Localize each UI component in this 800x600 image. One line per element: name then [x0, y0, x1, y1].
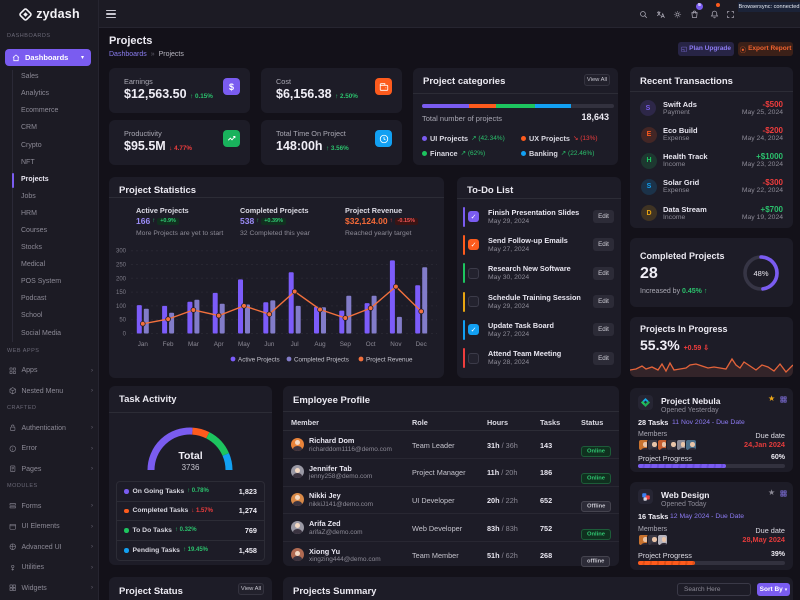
- svg-text:150: 150: [116, 290, 127, 296]
- svg-text:Feb: Feb: [163, 341, 174, 348]
- svg-text:Aug: Aug: [314, 341, 326, 348]
- svg-text:Dec: Dec: [416, 341, 427, 348]
- svg-text:Project Revenue: Project Revenue: [366, 357, 413, 364]
- svg-text:Completed Projects: Completed Projects: [294, 357, 349, 364]
- svg-text:Sep: Sep: [340, 341, 352, 348]
- svg-text:Nov: Nov: [390, 341, 402, 348]
- svg-text:300: 300: [116, 249, 127, 255]
- svg-text:Jan: Jan: [138, 341, 149, 348]
- svg-text:Jul: Jul: [291, 341, 299, 348]
- svg-text:Jun: Jun: [264, 341, 275, 348]
- svg-text:100: 100: [116, 304, 127, 310]
- svg-text:Apr: Apr: [214, 341, 224, 348]
- svg-text:Mar: Mar: [188, 341, 199, 348]
- svg-text:May: May: [238, 341, 251, 348]
- svg-text:250: 250: [116, 263, 127, 269]
- svg-text:0: 0: [123, 332, 127, 338]
- svg-text:50: 50: [119, 318, 126, 324]
- svg-text:Active Projects: Active Projects: [238, 357, 280, 364]
- svg-text:48%: 48%: [753, 269, 768, 278]
- svg-text:200: 200: [116, 276, 127, 282]
- svg-text:Oct: Oct: [366, 341, 376, 348]
